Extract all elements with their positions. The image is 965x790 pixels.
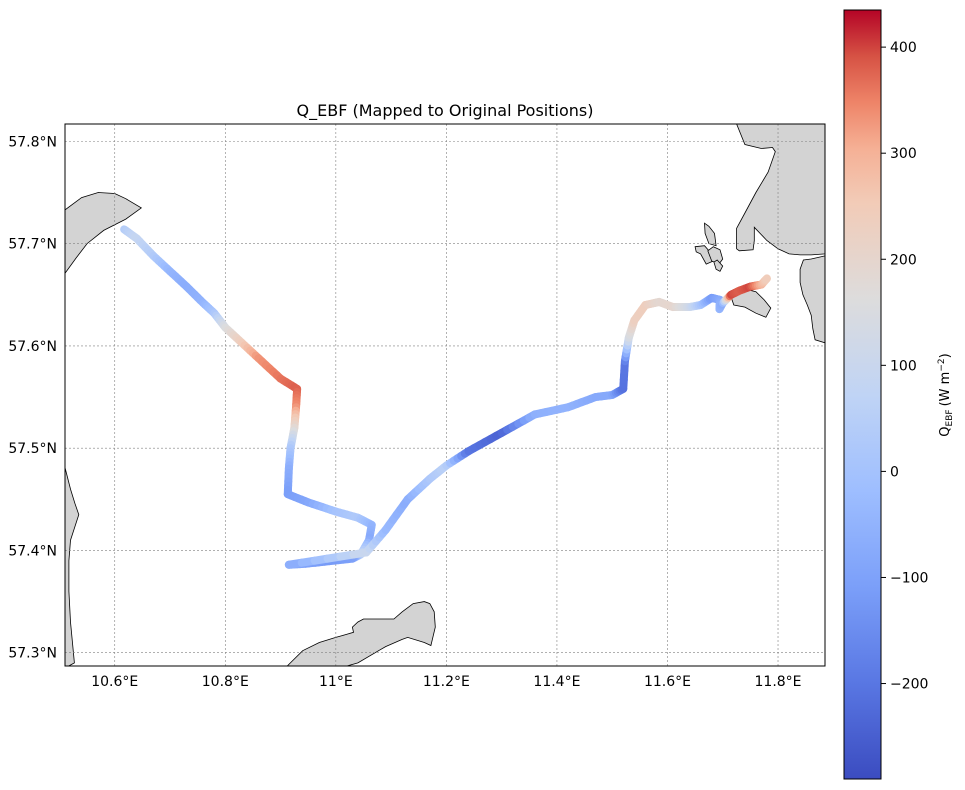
colorbar-tick-label: 300 — [890, 146, 917, 162]
colorbar-ticks: −200 −100 0 100 200 300 400 — [881, 40, 928, 693]
lon-tick-label: 11.4°E — [533, 674, 580, 690]
colorbar-gradient — [843, 9, 882, 780]
longitude-tick-labels: 10.6°E 10.8°E 11°E 11.2°E 11.4°E 11.6°E 11.8°E — [91, 674, 801, 690]
lon-tick-label: 11.2°E — [423, 674, 470, 690]
colorbar-label-sub: EBF — [945, 409, 955, 426]
land-south-island — [286, 601, 436, 666]
colorbar-tick-label: −100 — [890, 570, 928, 586]
land-islet-north — [704, 222, 717, 247]
map-background — [65, 124, 825, 666]
ship-track — [120, 225, 771, 569]
land-layer — [65, 124, 825, 666]
land-west-coast-north — [65, 192, 143, 274]
colorbar-label-main: Q — [938, 426, 953, 436]
lat-tick-label: 57.6°N — [8, 339, 57, 355]
colorbar-tick-label: 200 — [890, 252, 917, 268]
map-frame — [64, 123, 826, 667]
lat-tick-label: 57.5°N — [8, 441, 57, 457]
lon-tick-label: 11.8°E — [755, 674, 802, 690]
lat-tick-label: 57.7°N — [8, 237, 57, 253]
colorbar-label-sup: −2 — [937, 358, 947, 371]
lon-tick-label: 10.8°E — [202, 674, 249, 690]
map-title: Q_EBF (Mapped to Original Positions) — [297, 101, 594, 121]
land-east-peninsula — [799, 255, 825, 344]
land-east-mainland — [736, 124, 825, 256]
land-islet-hisingen — [694, 245, 714, 265]
colorbar-tick-label: 400 — [890, 40, 917, 56]
land-islet-small-1 — [707, 246, 724, 265]
colorbar-label-unit: (W m — [938, 372, 953, 407]
land-west-coast-south — [65, 467, 80, 666]
land-islet-small-2 — [713, 259, 724, 272]
lat-tick-label: 57.8°N — [8, 134, 57, 150]
lat-tick-label: 57.3°N — [8, 646, 57, 662]
lon-tick-label: 11.6°E — [644, 674, 691, 690]
colorbar: −200 −100 0 100 200 300 400 QEBF (W m−2) — [843, 9, 955, 780]
gridlines — [65, 124, 825, 666]
colorbar-tick-label: 0 — [890, 464, 899, 480]
map-axes: 10.6°E 10.8°E 11°E 11.2°E 11.4°E 11.6°E 11.8°E… — [8, 123, 826, 690]
latitude-tick-labels: 57.3°N 57.4°N 57.5°N 57.6°N 57.7°N 57.8°N — [8, 134, 57, 661]
colorbar-label: QEBF (W m−2) — [937, 353, 955, 436]
track-segment — [762, 274, 771, 284]
lat-tick-label: 57.4°N — [8, 543, 57, 559]
lon-tick-label: 11°E — [319, 674, 353, 690]
colorbar-label-close: ) — [938, 353, 953, 358]
colorbar-tick-label: 100 — [890, 358, 917, 374]
lon-tick-label: 10.6°E — [91, 674, 138, 690]
colorbar-tick-label: −200 — [890, 677, 928, 693]
